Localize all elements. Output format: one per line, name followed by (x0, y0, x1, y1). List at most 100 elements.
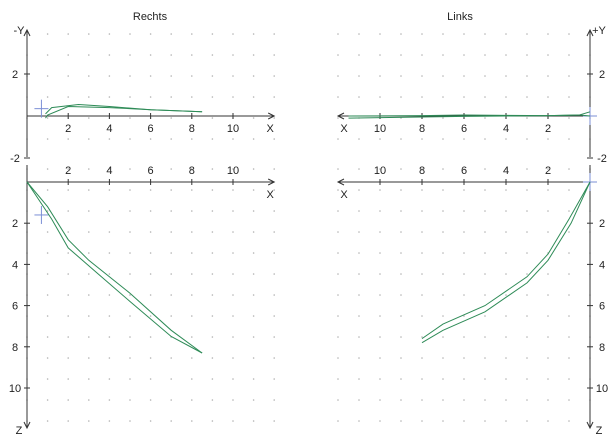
grid-dot (67, 33, 69, 35)
grid-dot (191, 378, 193, 380)
grid-dot (273, 336, 276, 338)
grid-dot (484, 357, 486, 359)
grid-dot (379, 357, 381, 359)
grid-dot (252, 210, 255, 212)
y-axis-arrow (23, 421, 31, 430)
grid-dot (211, 294, 214, 296)
grid-dot (400, 357, 402, 359)
grid-dot (170, 33, 172, 35)
grid-dot (484, 138, 486, 140)
grid-dot (463, 210, 465, 212)
grid-dot (129, 252, 131, 254)
grid-dot (547, 357, 549, 359)
grid-dot (252, 294, 255, 296)
grid-dot (568, 399, 570, 401)
grid-dot (379, 33, 381, 35)
grid-dot (463, 357, 465, 359)
panel-title: Links (447, 11, 473, 23)
grid-dot (108, 54, 111, 56)
grid-dot (191, 315, 193, 317)
x-axis-label: X (340, 189, 348, 201)
grid-dots (26, 168, 276, 422)
grid-dot (400, 378, 402, 380)
grid-dot (67, 357, 69, 359)
grid-dot (337, 357, 339, 359)
grid-dot (149, 54, 152, 56)
grid-dot (232, 54, 234, 56)
grid-dot (149, 399, 152, 401)
grid-dot (484, 33, 486, 35)
grid-dot (547, 231, 549, 233)
grid-dot (211, 315, 214, 317)
grid-dot (337, 189, 339, 191)
grid-dot (505, 168, 507, 170)
grid-dot (547, 378, 549, 380)
y-tick-label: 2 (12, 218, 18, 230)
grid-dot (170, 54, 172, 56)
grid-dot (400, 54, 402, 56)
grid-dot (337, 117, 339, 119)
grid-dot (108, 96, 111, 98)
x-tick-label: 4 (106, 165, 112, 177)
grid-dot (358, 336, 360, 338)
grid-dot (108, 189, 111, 191)
grid-dot (46, 378, 49, 380)
grid-dot (273, 357, 276, 359)
grid-dot (129, 273, 131, 275)
grid-dot (358, 378, 360, 380)
y-axis-arrow (586, 28, 594, 37)
grid-dot (191, 252, 193, 254)
grid-dot (46, 33, 49, 35)
grid-dot (547, 399, 549, 401)
grid-dot (67, 54, 69, 56)
grid-dot (67, 252, 69, 254)
grid-dot (568, 75, 570, 77)
grid-dot (547, 420, 549, 422)
grid-dot (379, 210, 381, 212)
grid-dot (526, 399, 528, 401)
grid-dot (252, 96, 255, 98)
grid-dot (149, 273, 152, 275)
grid-dot (442, 168, 444, 170)
y-tick-label: 10 (596, 383, 608, 395)
grid-dot (379, 252, 381, 254)
x-tick-label: 2 (65, 123, 71, 135)
grid-dot (149, 210, 152, 212)
grid-dot (129, 315, 131, 317)
grid-dot (568, 420, 570, 422)
grid-dot (67, 315, 69, 317)
grid-dot (170, 168, 172, 170)
grid-dot (442, 189, 444, 191)
grid-dot (88, 75, 90, 77)
grid-dot (129, 168, 131, 170)
grid-dot (211, 138, 214, 140)
grid-dot (273, 54, 276, 56)
grid-dot (129, 75, 131, 77)
grid-dot (273, 231, 276, 233)
grid-dot (379, 399, 381, 401)
y-tick-label: 6 (599, 301, 605, 313)
grid-dot (400, 96, 402, 98)
grid-dot (400, 315, 402, 317)
grid-dot (358, 315, 360, 317)
grid-dot (149, 294, 152, 296)
grid-dot (505, 210, 507, 212)
x-axis-label: X (267, 189, 275, 201)
grid-dot (568, 138, 570, 140)
grid-dot (232, 294, 234, 296)
x-axis-arrow (267, 178, 276, 186)
x-axis-arrow (267, 112, 276, 120)
grid-dot (547, 168, 549, 170)
grid-dot (526, 96, 528, 98)
grid-dot (484, 336, 486, 338)
grid-dot (88, 117, 90, 119)
grid-dot (46, 273, 49, 275)
grid-dot (129, 420, 131, 422)
grid-dot (252, 336, 255, 338)
grid-dot (547, 273, 549, 275)
grid-dot (273, 138, 276, 140)
grid-dot (129, 231, 131, 233)
grid-dot (463, 420, 465, 422)
grid-dot (379, 294, 381, 296)
grid-dot (232, 75, 234, 77)
